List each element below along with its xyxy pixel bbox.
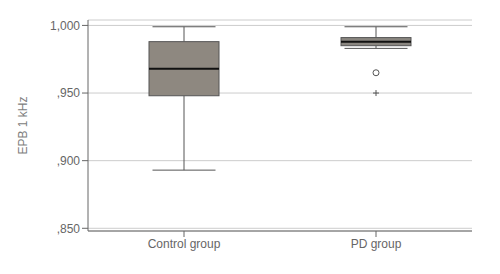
svg-text:,850: ,850 [57, 222, 81, 236]
svg-text:,900: ,900 [57, 154, 81, 168]
svg-text:1,000: 1,000 [50, 19, 80, 33]
svg-text:PD group: PD group [351, 237, 402, 251]
svg-text:,950: ,950 [57, 86, 81, 100]
svg-text:EPB 1 kHz: EPB 1 kHz [16, 96, 30, 154]
svg-text:Control group: Control group [148, 237, 221, 251]
